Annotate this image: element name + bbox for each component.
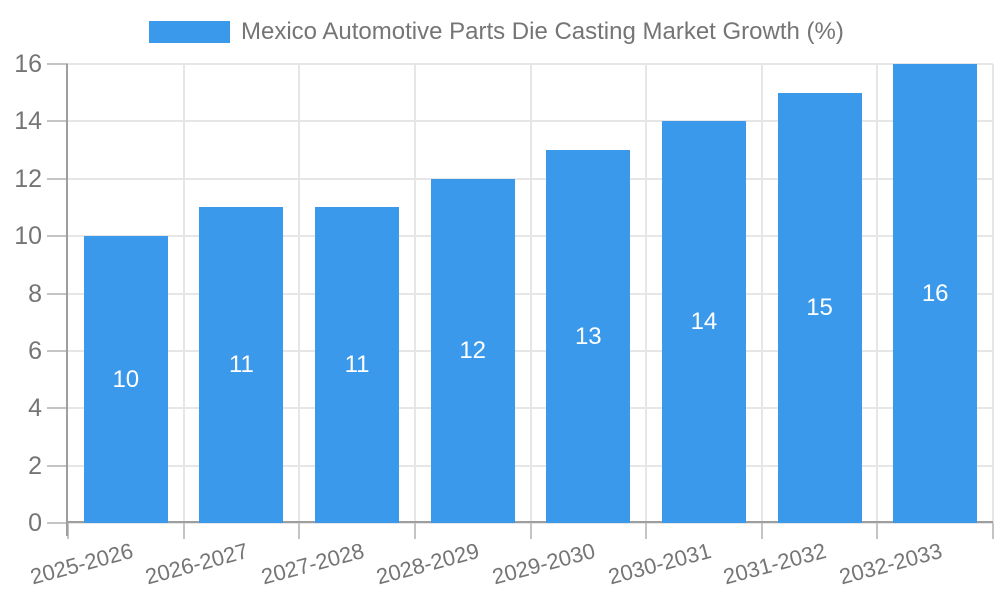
- bar-2030-2031: 14: [661, 121, 746, 523]
- x-axis-label: 2026-2027: [142, 538, 251, 590]
- bar-2028-2029: 12: [430, 178, 515, 523]
- y-axis-tick: [47, 522, 68, 524]
- x-axis-tick: [992, 523, 994, 539]
- y-axis-tick: [47, 177, 68, 180]
- x-gridline: [876, 64, 879, 523]
- x-axis-tick: [182, 523, 185, 539]
- y-axis-label: 10: [14, 222, 42, 251]
- x-axis-tick: [413, 523, 416, 539]
- x-axis-label: 2029-2030: [489, 538, 598, 590]
- x-axis-tick: [876, 523, 879, 539]
- y-axis-label: 14: [14, 107, 42, 136]
- x-gridline: [298, 64, 301, 523]
- x-axis-tick: [298, 523, 301, 539]
- y-axis-label: 0: [28, 509, 42, 537]
- bar-2025-2026: 10: [83, 236, 168, 523]
- bar-value-label: 12: [459, 336, 487, 364]
- bar-2029-2030: 13: [546, 150, 631, 523]
- x-axis-label: 2031-2032: [720, 538, 830, 590]
- bar-2031-2032: 15: [777, 92, 862, 523]
- y-axis-label: 16: [14, 50, 42, 78]
- bar-value-label: 15: [806, 293, 833, 321]
- legend-label: Mexico Automotive Parts Die Casting Mark…: [241, 18, 844, 45]
- bar-value-label: 11: [228, 351, 254, 379]
- bar-value-label: 16: [921, 279, 949, 307]
- bar-value-label: 14: [690, 308, 718, 336]
- bar-value-label: 11: [344, 351, 370, 379]
- bar-2027-2028: 11: [315, 207, 400, 523]
- bar-2032-2033: 16: [893, 64, 978, 523]
- x-axis-label: 2025-2026: [27, 538, 136, 590]
- x-gridline: [645, 64, 648, 523]
- y-axis-label: 12: [14, 164, 42, 193]
- y-axis-line: [66, 64, 68, 536]
- x-gridline: [529, 64, 532, 523]
- x-axis-tick: [67, 523, 69, 539]
- y-axis-tick: [47, 120, 68, 123]
- y-axis-tick: [47, 235, 68, 238]
- y-axis-tick: [47, 63, 68, 65]
- x-gridline: [760, 64, 763, 523]
- x-axis-label: 2032-2033: [836, 538, 945, 590]
- y-axis-label: 6: [28, 336, 42, 365]
- x-axis-tick: [760, 523, 763, 539]
- x-axis-label: 2028-2029: [374, 538, 483, 590]
- x-axis-label: 2030-2031: [605, 538, 714, 590]
- bar-value-label: 13: [574, 322, 602, 350]
- y-axis-label: 4: [28, 394, 42, 423]
- legend: Mexico Automotive Parts Die Casting Mark…: [149, 17, 844, 47]
- x-gridline: [413, 64, 416, 523]
- bar-value-label: 10: [112, 365, 140, 393]
- x-axis-line: [68, 521, 993, 523]
- x-gridline: [182, 64, 185, 523]
- y-axis-tick: [47, 407, 68, 410]
- x-gridline: [992, 64, 994, 523]
- legend-swatch: [149, 21, 230, 43]
- bar-2026-2027: 11: [199, 207, 284, 523]
- x-axis-tick: [529, 523, 532, 539]
- y-axis-label: 2: [28, 451, 42, 480]
- x-axis-tick: [645, 523, 648, 539]
- y-axis-tick: [47, 349, 68, 352]
- x-axis-label: 2027-2028: [258, 538, 367, 590]
- y-axis-label: 8: [28, 279, 42, 308]
- y-axis-tick: [47, 464, 68, 467]
- y-axis-tick: [47, 292, 68, 295]
